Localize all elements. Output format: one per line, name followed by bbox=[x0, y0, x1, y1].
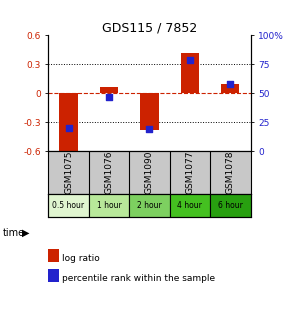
Bar bbox=[210, 194, 251, 217]
Text: log ratio: log ratio bbox=[62, 254, 99, 263]
Text: ▶: ▶ bbox=[22, 227, 30, 238]
Bar bbox=[59, 93, 78, 153]
Text: 4 hour: 4 hour bbox=[178, 201, 202, 210]
Point bbox=[188, 57, 192, 62]
Text: 0.5 hour: 0.5 hour bbox=[52, 201, 85, 210]
Text: time: time bbox=[3, 227, 25, 238]
Bar bbox=[48, 194, 89, 217]
Point bbox=[66, 125, 71, 131]
Text: GSM1076: GSM1076 bbox=[105, 151, 113, 194]
Text: 6 hour: 6 hour bbox=[218, 201, 243, 210]
Bar bbox=[170, 194, 210, 217]
Title: GDS115 / 7852: GDS115 / 7852 bbox=[102, 21, 197, 34]
Bar bbox=[181, 53, 199, 93]
Text: GSM1077: GSM1077 bbox=[185, 151, 194, 194]
Bar bbox=[221, 84, 239, 93]
Point bbox=[228, 81, 233, 87]
Point bbox=[147, 127, 152, 132]
Text: GSM1090: GSM1090 bbox=[145, 151, 154, 194]
Text: GSM1075: GSM1075 bbox=[64, 151, 73, 194]
Text: GSM1078: GSM1078 bbox=[226, 151, 235, 194]
Bar bbox=[100, 87, 118, 93]
Point bbox=[107, 94, 111, 99]
Text: percentile rank within the sample: percentile rank within the sample bbox=[62, 275, 215, 283]
Bar bbox=[140, 93, 159, 130]
Bar bbox=[89, 194, 129, 217]
Bar bbox=[129, 194, 170, 217]
Text: 2 hour: 2 hour bbox=[137, 201, 162, 210]
Text: 1 hour: 1 hour bbox=[97, 201, 121, 210]
